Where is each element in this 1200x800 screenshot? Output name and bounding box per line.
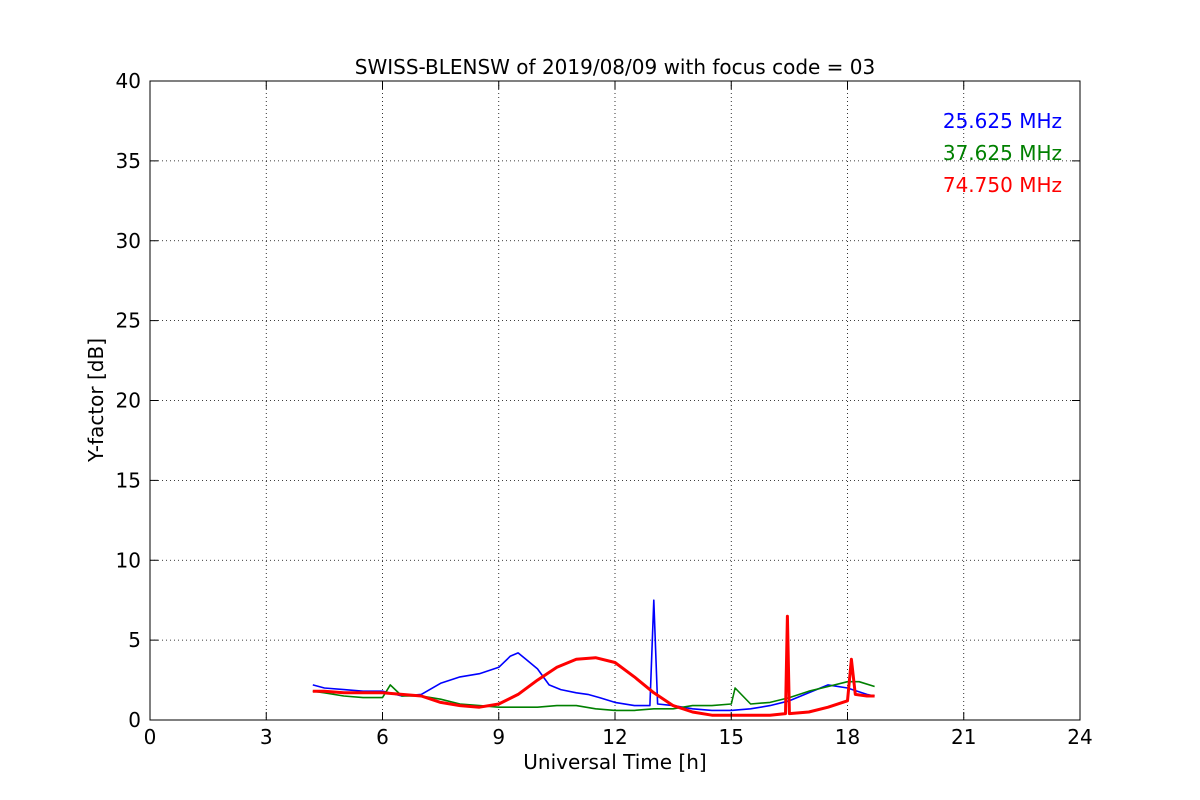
- x-tick-label: 21: [951, 725, 976, 749]
- x-tick-label: 3: [260, 725, 273, 749]
- y-tick-label: 20: [116, 389, 141, 413]
- y-tick-label: 15: [116, 468, 141, 492]
- x-axis-label: Universal Time [h]: [523, 750, 706, 774]
- x-tick-label: 9: [492, 725, 505, 749]
- y-tick-label: 35: [116, 149, 141, 173]
- y-tick-label: 0: [128, 708, 141, 732]
- x-tick-label: 12: [602, 725, 627, 749]
- x-tick-label: 0: [144, 725, 157, 749]
- plot-area: [312, 599, 875, 717]
- x-tick-label: 18: [835, 725, 860, 749]
- y-tick-label: 10: [116, 548, 141, 572]
- legend: 25.625 MHz 37.625 MHz 74.750 MHz: [943, 109, 1062, 197]
- y-tick-label: 25: [116, 309, 141, 333]
- x-tick-label: 24: [1067, 725, 1092, 749]
- chart-title: SWISS-BLENSW of 2019/08/09 with focus co…: [355, 55, 876, 79]
- x-tick-label: 15: [719, 725, 744, 749]
- legend-entry-3: 74.750 MHz: [943, 173, 1062, 197]
- ticks: 0 3 6 9 12 15 18 21 24 0 5 10 15 20 25 30 35 40: [116, 69, 1093, 749]
- series-line-3: [312, 614, 875, 717]
- series-line-2: [312, 680, 875, 712]
- grid: [150, 81, 1080, 720]
- legend-entry-2: 37.625 MHz: [943, 141, 1062, 165]
- y-axis-label: Y-factor [dB]: [84, 338, 108, 463]
- legend-entry-1: 25.625 MHz: [943, 109, 1062, 133]
- y-tick-label: 5: [128, 628, 141, 652]
- x-tick-label: 6: [376, 725, 389, 749]
- y-tick-label: 40: [116, 69, 141, 93]
- y-tick-label: 30: [116, 229, 141, 253]
- series-line-1: [312, 599, 875, 712]
